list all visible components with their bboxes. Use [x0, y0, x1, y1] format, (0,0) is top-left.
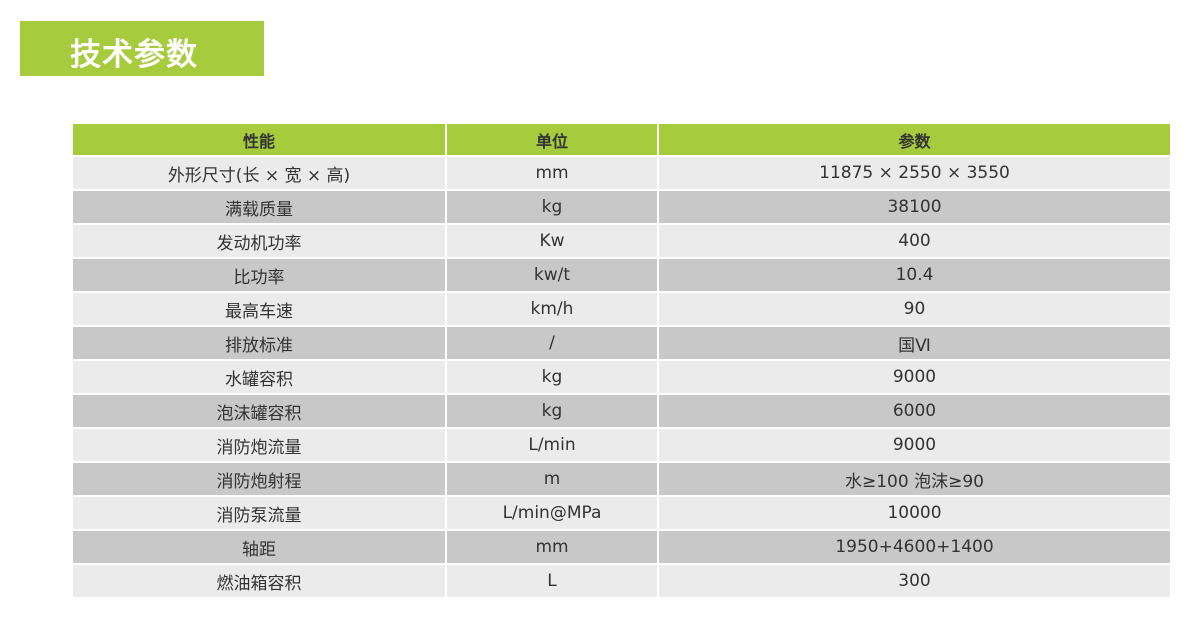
header-parameter: 参数: [659, 124, 1170, 155]
unit-cell: kw/t: [447, 259, 657, 291]
performance-cell: 消防泵流量: [73, 497, 445, 529]
header-unit: 单位: [447, 124, 657, 155]
parameter-cell: 90: [659, 293, 1170, 325]
performance-cell: 消防炮流量: [73, 429, 445, 461]
performance-cell: 水罐容积: [73, 361, 445, 393]
unit-cell: L/min@MPa: [447, 497, 657, 529]
header-performance: 性能: [73, 124, 445, 155]
performance-cell: 轴距: [73, 531, 445, 563]
parameter-cell: 6000: [659, 395, 1170, 427]
unit-cell: km/h: [447, 293, 657, 325]
unit-cell: kg: [447, 361, 657, 393]
parameter-cell: 300: [659, 565, 1170, 597]
unit-cell: L: [447, 565, 657, 597]
parameter-cell: 10000: [659, 497, 1170, 529]
performance-cell: 最高车速: [73, 293, 445, 325]
parameter-cell: 水≥100 泡沫≥90: [659, 463, 1170, 495]
parameter-cell: 9000: [659, 429, 1170, 461]
performance-cell: 发动机功率: [73, 225, 445, 257]
spec-table: 性能 单位 参数 外形尺寸(长 × 宽 × 高) mm 11875 × 2550 ×…: [73, 124, 1170, 597]
performance-cell: 排放标准: [73, 327, 445, 359]
unit-cell: m: [447, 463, 657, 495]
performance-cell: 外形尺寸(长 × 宽 × 高): [73, 157, 445, 189]
parameter-cell: 38100: [659, 191, 1170, 223]
unit-cell: L/min: [447, 429, 657, 461]
unit-cell: mm: [447, 157, 657, 189]
section-title-banner: 技术参数: [20, 21, 264, 76]
parameter-cell: 10.4: [659, 259, 1170, 291]
parameter-cell: 国Ⅵ: [659, 327, 1170, 359]
unit-cell: /: [447, 327, 657, 359]
parameter-cell: 9000: [659, 361, 1170, 393]
parameter-cell: 11875 × 2550 × 3550: [659, 157, 1170, 189]
unit-cell: kg: [447, 191, 657, 223]
unit-cell: Kw: [447, 225, 657, 257]
unit-cell: kg: [447, 395, 657, 427]
performance-cell: 消防炮射程: [73, 463, 445, 495]
performance-cell: 比功率: [73, 259, 445, 291]
performance-cell: 满载质量: [73, 191, 445, 223]
unit-cell: mm: [447, 531, 657, 563]
performance-cell: 泡沫罐容积: [73, 395, 445, 427]
parameter-cell: 1950+4600+1400: [659, 531, 1170, 563]
performance-cell: 燃油箱容积: [73, 565, 445, 597]
section-title: 技术参数: [70, 37, 198, 73]
parameter-cell: 400: [659, 225, 1170, 257]
